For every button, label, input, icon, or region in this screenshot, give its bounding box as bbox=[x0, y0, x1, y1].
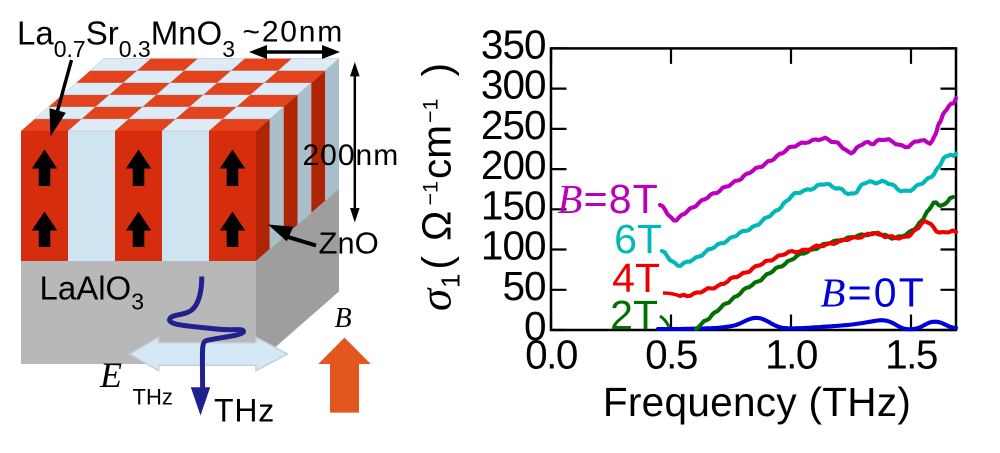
svg-text:100: 100 bbox=[481, 223, 546, 269]
svg-text:B=0T: B=0T bbox=[820, 269, 926, 315]
svg-text:0.0: 0.0 bbox=[525, 332, 577, 378]
svg-text:B=8T: B=8T bbox=[557, 176, 659, 222]
svg-text:σ1(Ω−1cm−1): σ1(Ω−1cm−1) bbox=[411, 63, 466, 311]
svg-text:E: E bbox=[99, 355, 122, 395]
svg-text:B: B bbox=[335, 303, 352, 334]
svg-text:50: 50 bbox=[502, 263, 545, 309]
svg-text:6T: 6T bbox=[614, 216, 662, 262]
svg-text:150: 150 bbox=[481, 182, 546, 228]
svg-text:0.5: 0.5 bbox=[645, 332, 697, 378]
svg-text:THz: THz bbox=[214, 393, 275, 429]
svg-text:4T: 4T bbox=[612, 255, 660, 301]
svg-text:200nm: 200nm bbox=[303, 139, 400, 172]
svg-text:250: 250 bbox=[481, 102, 546, 148]
svg-text:THz: THz bbox=[133, 385, 173, 410]
svg-text:~20nm: ~20nm bbox=[243, 15, 345, 48]
svg-text:0: 0 bbox=[524, 303, 546, 349]
svg-text:ZnO: ZnO bbox=[319, 225, 379, 260]
svg-text:300: 300 bbox=[481, 62, 546, 108]
svg-text:2T: 2T bbox=[610, 292, 658, 338]
svg-text:200: 200 bbox=[481, 142, 546, 188]
svg-text:350: 350 bbox=[481, 21, 546, 67]
svg-text:1.5: 1.5 bbox=[885, 332, 937, 378]
svg-text:Frequency (THz): Frequency (THz) bbox=[603, 379, 911, 425]
svg-text:1.0: 1.0 bbox=[765, 332, 817, 378]
